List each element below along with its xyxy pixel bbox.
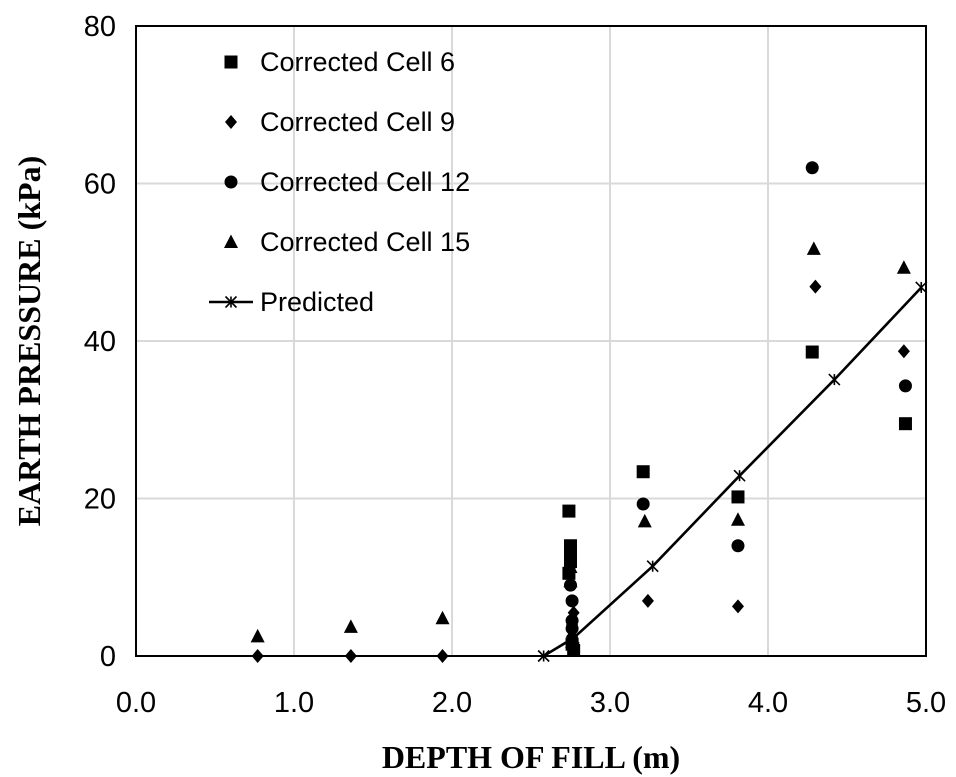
data-point bbox=[806, 241, 821, 255]
data-point bbox=[251, 649, 264, 663]
legend-label: Corrected Cell 15 bbox=[260, 227, 470, 257]
data-point bbox=[896, 260, 911, 274]
y-axis-title: EARTH PRESSURE (kPa) bbox=[11, 156, 47, 526]
x-tick-label: 4.0 bbox=[748, 687, 788, 719]
predicted-point bbox=[828, 373, 841, 386]
predicted-point bbox=[537, 649, 550, 663]
data-point bbox=[897, 344, 910, 359]
data-point bbox=[565, 634, 580, 648]
data-point bbox=[898, 417, 912, 431]
data-point bbox=[344, 649, 357, 663]
series-2 bbox=[564, 161, 912, 647]
data-point bbox=[636, 465, 650, 479]
predicted-point bbox=[646, 560, 659, 573]
legend-marker bbox=[224, 295, 238, 309]
predicted-point bbox=[567, 631, 580, 644]
x-axis-title: DEPTH OF FILL (m) bbox=[382, 739, 680, 775]
series-4 bbox=[537, 281, 928, 663]
predicted-line bbox=[542, 286, 923, 658]
x-tick-label: 0.0 bbox=[116, 687, 156, 719]
legend-item: Predicted bbox=[209, 287, 374, 317]
data-series bbox=[250, 161, 928, 663]
x-tick-label: 2.0 bbox=[432, 687, 472, 719]
predicted-point bbox=[733, 469, 746, 482]
data-point bbox=[563, 573, 578, 588]
data-point bbox=[805, 345, 819, 359]
x-axis-ticks: 0.0 1.0 2.0 3.0 4.0 5.0 bbox=[116, 687, 946, 719]
legend-item: Corrected Cell 15 bbox=[224, 227, 470, 257]
data-point bbox=[809, 279, 822, 294]
data-point bbox=[435, 610, 450, 625]
data-point bbox=[565, 621, 579, 635]
x-tick-label: 5.0 bbox=[906, 687, 946, 719]
y-tick-label: 20 bbox=[84, 484, 116, 516]
plot-area bbox=[135, 25, 927, 657]
data-point bbox=[637, 513, 652, 528]
y-tick-label: 40 bbox=[84, 326, 116, 358]
x-tick-label: 3.0 bbox=[590, 687, 630, 719]
data-point bbox=[641, 593, 654, 608]
data-point bbox=[805, 161, 819, 175]
legend-label: Predicted bbox=[260, 287, 374, 317]
series-3 bbox=[250, 241, 911, 648]
legend: Corrected Cell 6 Corrected Cell 9 Correcte… bbox=[209, 47, 470, 317]
x-tick-label: 1.0 bbox=[274, 687, 314, 719]
data-point bbox=[636, 497, 650, 511]
y-tick-label: 60 bbox=[84, 169, 116, 201]
data-point bbox=[731, 490, 745, 504]
data-point bbox=[436, 649, 449, 663]
legend-item: Corrected Cell 12 bbox=[224, 167, 470, 197]
legend-item: Corrected Cell 9 bbox=[225, 107, 455, 137]
y-axis-ticks: 0 20 40 60 80 bbox=[84, 11, 116, 673]
series-1 bbox=[251, 279, 910, 663]
gridlines bbox=[136, 26, 926, 656]
legend-marker bbox=[224, 175, 238, 189]
legend-label: Corrected Cell 6 bbox=[260, 47, 455, 77]
y-tick-label: 0 bbox=[100, 641, 116, 673]
y-tick-label: 80 bbox=[84, 11, 116, 43]
legend-label: Corrected Cell 12 bbox=[260, 167, 470, 197]
predicted-point bbox=[915, 281, 928, 294]
legend-marker bbox=[224, 234, 238, 248]
data-point bbox=[343, 619, 358, 633]
data-point bbox=[731, 599, 744, 614]
data-point bbox=[898, 379, 912, 393]
data-point bbox=[250, 628, 265, 643]
data-point bbox=[563, 559, 578, 574]
legend-item: Corrected Cell 6 bbox=[224, 47, 455, 77]
data-point bbox=[731, 539, 745, 553]
data-point bbox=[565, 594, 579, 608]
legend-marker bbox=[225, 115, 237, 129]
legend-label: Corrected Cell 9 bbox=[260, 107, 455, 137]
data-point bbox=[730, 512, 745, 526]
legend-marker bbox=[224, 55, 238, 69]
data-point bbox=[562, 504, 576, 518]
